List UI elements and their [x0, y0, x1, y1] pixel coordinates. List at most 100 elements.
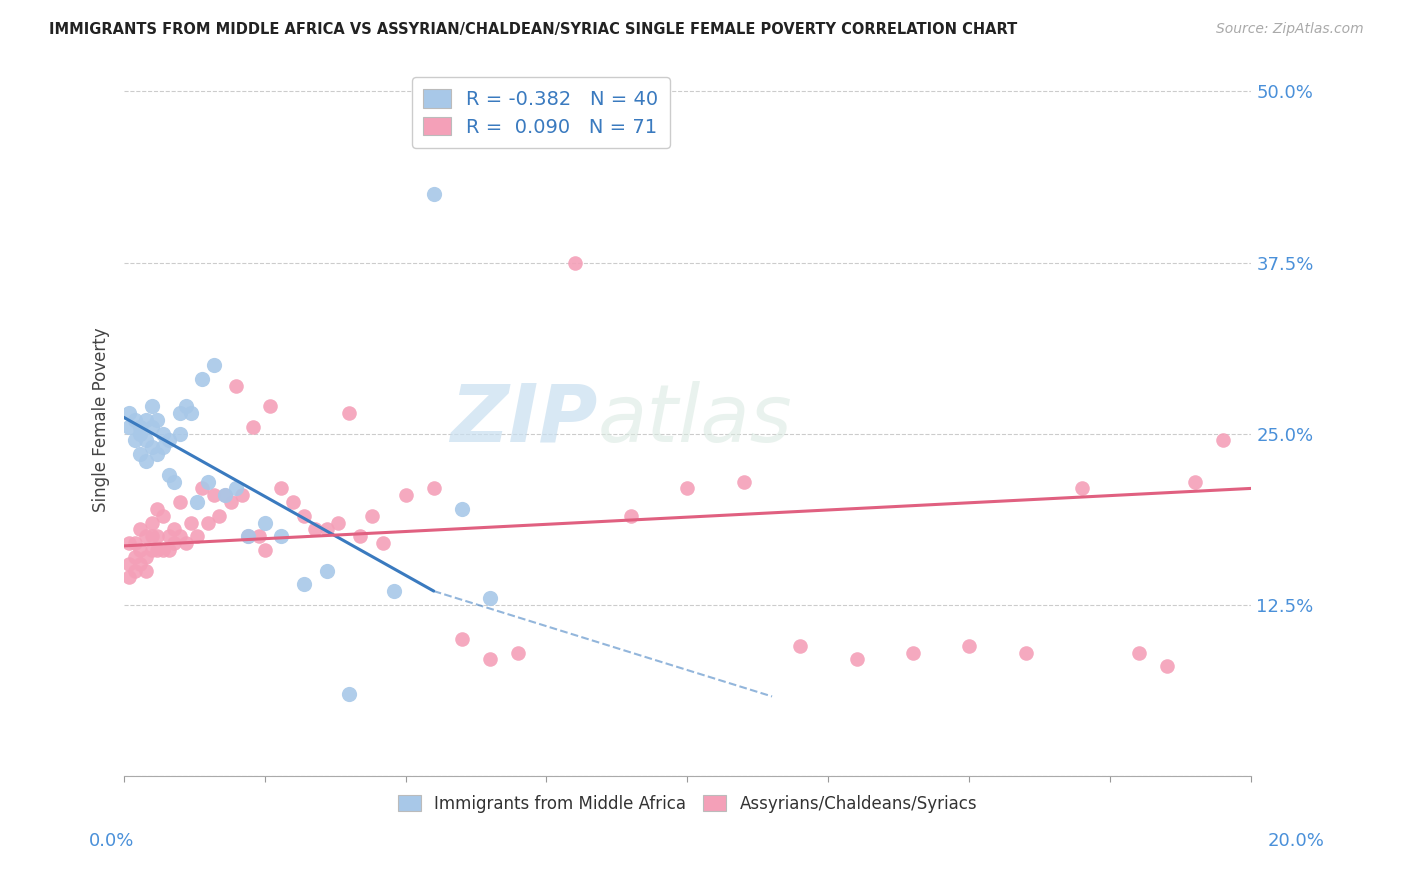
Point — [169, 406, 191, 420]
Point — [169, 529, 191, 543]
Point — [479, 652, 502, 666]
Point — [337, 406, 360, 420]
Point — [129, 543, 152, 558]
Text: Source: ZipAtlas.com: Source: ZipAtlas.com — [1216, 22, 1364, 37]
Point — [129, 426, 152, 441]
Point — [394, 488, 416, 502]
Point — [360, 508, 382, 523]
Point — [270, 482, 292, 496]
Text: atlas: atlas — [598, 381, 792, 459]
Point — [1015, 646, 1038, 660]
Point — [141, 529, 163, 543]
Point — [1212, 434, 1234, 448]
Point — [253, 543, 276, 558]
Point — [371, 536, 394, 550]
Point — [326, 516, 349, 530]
Point — [214, 488, 236, 502]
Point — [1184, 475, 1206, 489]
Point — [129, 419, 152, 434]
Point — [789, 639, 811, 653]
Point — [135, 564, 157, 578]
Point — [146, 447, 169, 461]
Point — [157, 434, 180, 448]
Point — [141, 399, 163, 413]
Point — [191, 482, 214, 496]
Point — [219, 495, 242, 509]
Point — [124, 413, 146, 427]
Point — [451, 632, 474, 646]
Point — [180, 516, 202, 530]
Point — [152, 440, 174, 454]
Point — [197, 516, 219, 530]
Point — [163, 523, 186, 537]
Point — [118, 419, 141, 434]
Point — [236, 529, 259, 543]
Point — [292, 577, 315, 591]
Point — [146, 543, 169, 558]
Point — [141, 516, 163, 530]
Point — [247, 529, 270, 543]
Legend: Immigrants from Middle Africa, Assyrians/Chaldeans/Syriacs: Immigrants from Middle Africa, Assyrians… — [389, 786, 986, 821]
Point — [337, 687, 360, 701]
Text: IMMIGRANTS FROM MIDDLE AFRICA VS ASSYRIAN/CHALDEAN/SYRIAC SINGLE FEMALE POVERTY : IMMIGRANTS FROM MIDDLE AFRICA VS ASSYRIA… — [49, 22, 1018, 37]
Point — [163, 475, 186, 489]
Point — [315, 564, 337, 578]
Point — [1071, 482, 1094, 496]
Point — [152, 508, 174, 523]
Point — [146, 529, 169, 543]
Point — [118, 570, 141, 584]
Point — [186, 495, 208, 509]
Point — [191, 372, 214, 386]
Point — [253, 516, 276, 530]
Point — [508, 646, 530, 660]
Point — [152, 426, 174, 441]
Point — [304, 523, 326, 537]
Point — [135, 413, 157, 427]
Point — [135, 454, 157, 468]
Point — [236, 529, 259, 543]
Text: 0.0%: 0.0% — [89, 831, 134, 849]
Point — [152, 543, 174, 558]
Point — [292, 508, 315, 523]
Point — [157, 529, 180, 543]
Point — [124, 549, 146, 564]
Point — [118, 406, 141, 420]
Point — [174, 536, 197, 550]
Point — [281, 495, 304, 509]
Point — [141, 419, 163, 434]
Point — [564, 255, 586, 269]
Point — [129, 447, 152, 461]
Point — [349, 529, 371, 543]
Point — [1156, 659, 1178, 673]
Point — [169, 426, 191, 441]
Text: ZIP: ZIP — [450, 381, 598, 459]
Point — [141, 440, 163, 454]
Point — [1128, 646, 1150, 660]
Point — [124, 564, 146, 578]
Point — [959, 639, 981, 653]
Point — [146, 413, 169, 427]
Point — [733, 475, 755, 489]
Point — [129, 557, 152, 571]
Point — [163, 536, 186, 550]
Point — [124, 536, 146, 550]
Point — [422, 187, 444, 202]
Point — [315, 523, 337, 537]
Point — [157, 543, 180, 558]
Point — [214, 488, 236, 502]
Point — [135, 529, 157, 543]
Point — [129, 523, 152, 537]
Point — [242, 419, 264, 434]
Point — [225, 482, 247, 496]
Point — [382, 584, 405, 599]
Point — [620, 508, 643, 523]
Point — [186, 529, 208, 543]
Point — [135, 434, 157, 448]
Y-axis label: Single Female Poverty: Single Female Poverty — [93, 327, 110, 512]
Point — [202, 488, 225, 502]
Point — [845, 652, 868, 666]
Point — [141, 543, 163, 558]
Point — [479, 591, 502, 605]
Point — [180, 406, 202, 420]
Point — [174, 399, 197, 413]
